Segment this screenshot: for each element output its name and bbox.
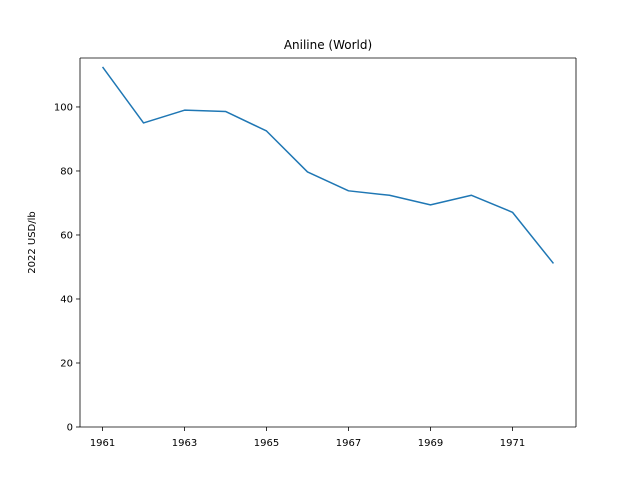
y-tick-label: 20 (60, 358, 73, 369)
y-tick-label: 80 (60, 166, 73, 177)
chart-title: Aniline (World) (284, 38, 372, 52)
axes-frame (79, 57, 577, 428)
y-tick-label: 60 (60, 230, 73, 241)
x-tick-label: 1969 (418, 438, 443, 449)
x-tick-label: 1961 (90, 438, 115, 449)
series-line-0 (101, 66, 555, 264)
y-axis-label: 2022 USD/lb (27, 211, 38, 274)
x-tick-label: 1963 (172, 438, 197, 449)
plot-area (80, 58, 576, 427)
y-tick-label: 0 (67, 423, 73, 434)
y-tick-label: 100 (54, 102, 73, 113)
y-axis-ticks: 0 20 40 60 80 100 (54, 102, 80, 434)
x-axis-ticks: 1961 1963 1965 1967 1969 1971 (90, 427, 525, 449)
x-tick-label: 1971 (500, 438, 525, 449)
x-tick-label: 1965 (254, 438, 279, 449)
series-layer (101, 66, 555, 264)
y-tick-label: 40 (60, 294, 73, 305)
x-tick-label: 1967 (336, 438, 361, 449)
